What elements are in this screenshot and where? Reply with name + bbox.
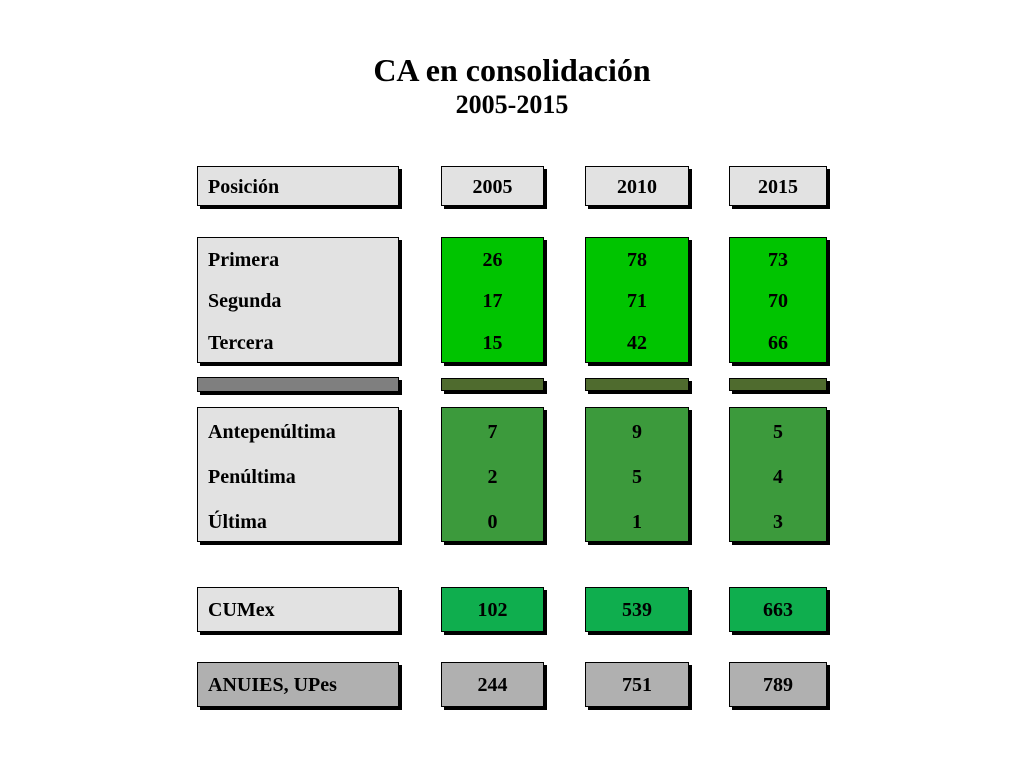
value-cell: 3 <box>773 511 783 533</box>
value-cell: 1 <box>632 511 642 533</box>
header-year-2005: 2005 <box>472 176 513 198</box>
header-position-cell: Posición <box>197 166 399 206</box>
bottom-positions-labels: Antepenúltima Penúltima Última <box>197 407 399 542</box>
header-year-2010: 2010 <box>617 176 657 198</box>
cumex-label: CUMex <box>208 599 275 621</box>
value-cell: 71 <box>627 290 647 312</box>
bottom-values-2015: 5 4 3 <box>729 407 827 542</box>
anuies-value-2010: 751 <box>585 662 689 707</box>
top-positions-labels: Primera Segunda Tercera <box>197 237 399 363</box>
value-cell: 751 <box>622 674 652 696</box>
value-cell: 244 <box>477 674 508 696</box>
value-cell: 15 <box>482 332 503 354</box>
anuies-label-cell: ANUIES, UPes <box>197 662 399 707</box>
page-subtitle: 2005-2015 <box>455 90 569 119</box>
bottom-values-2010: 9 5 1 <box>585 407 689 542</box>
value-cell: 73 <box>768 249 788 271</box>
separator-bar <box>729 378 827 391</box>
value-cell: 663 <box>763 599 793 621</box>
top-values-2015: 73 70 66 <box>729 237 827 363</box>
cumex-value-2005: 102 <box>441 587 544 632</box>
value-cell: 26 <box>482 249 503 271</box>
bottom-values-2005: 7 2 0 <box>441 407 544 542</box>
row-label-primera: Primera <box>208 249 280 271</box>
value-cell: 4 <box>773 466 783 488</box>
header-year-2015: 2015 <box>758 176 798 198</box>
header-year-cell: 2005 <box>441 166 544 206</box>
top-values-2005: 26 17 15 <box>441 237 544 363</box>
value-cell: 78 <box>627 249 647 271</box>
value-cell: 5 <box>773 421 783 443</box>
anuies-value-2005: 244 <box>441 662 544 707</box>
value-cell: 17 <box>482 290 503 312</box>
value-cell: 789 <box>763 674 793 696</box>
value-cell: 2 <box>487 466 498 488</box>
value-cell: 539 <box>622 599 652 621</box>
separator-bar <box>585 378 689 391</box>
separator-bar <box>197 377 399 392</box>
row-label-segunda: Segunda <box>208 290 282 312</box>
header-position-label: Posición <box>208 176 280 198</box>
cumex-value-2015: 663 <box>729 587 827 632</box>
value-cell: 102 <box>477 599 508 621</box>
value-cell: 42 <box>627 332 647 354</box>
cumex-value-2010: 539 <box>585 587 689 632</box>
row-label-penultima: Penúltima <box>208 466 296 488</box>
row-label-antepenultima: Antepenúltima <box>208 421 336 443</box>
anuies-value-2015: 789 <box>729 662 827 707</box>
separator-bar <box>441 378 544 391</box>
row-label-ultima: Última <box>208 511 267 533</box>
value-cell: 7 <box>487 421 498 443</box>
page-title: CA en consolidación <box>373 52 651 88</box>
row-label-tercera: Tercera <box>208 332 274 354</box>
cumex-label-cell: CUMex <box>197 587 399 632</box>
header-year-cell: 2010 <box>585 166 689 206</box>
top-values-2010: 78 71 42 <box>585 237 689 363</box>
value-cell: 70 <box>768 290 788 312</box>
header-year-cell: 2015 <box>729 166 827 206</box>
value-cell: 5 <box>632 466 642 488</box>
value-cell: 66 <box>768 332 788 354</box>
value-cell: 9 <box>632 421 642 443</box>
value-cell: 0 <box>487 511 498 533</box>
anuies-label: ANUIES, UPes <box>208 674 337 696</box>
